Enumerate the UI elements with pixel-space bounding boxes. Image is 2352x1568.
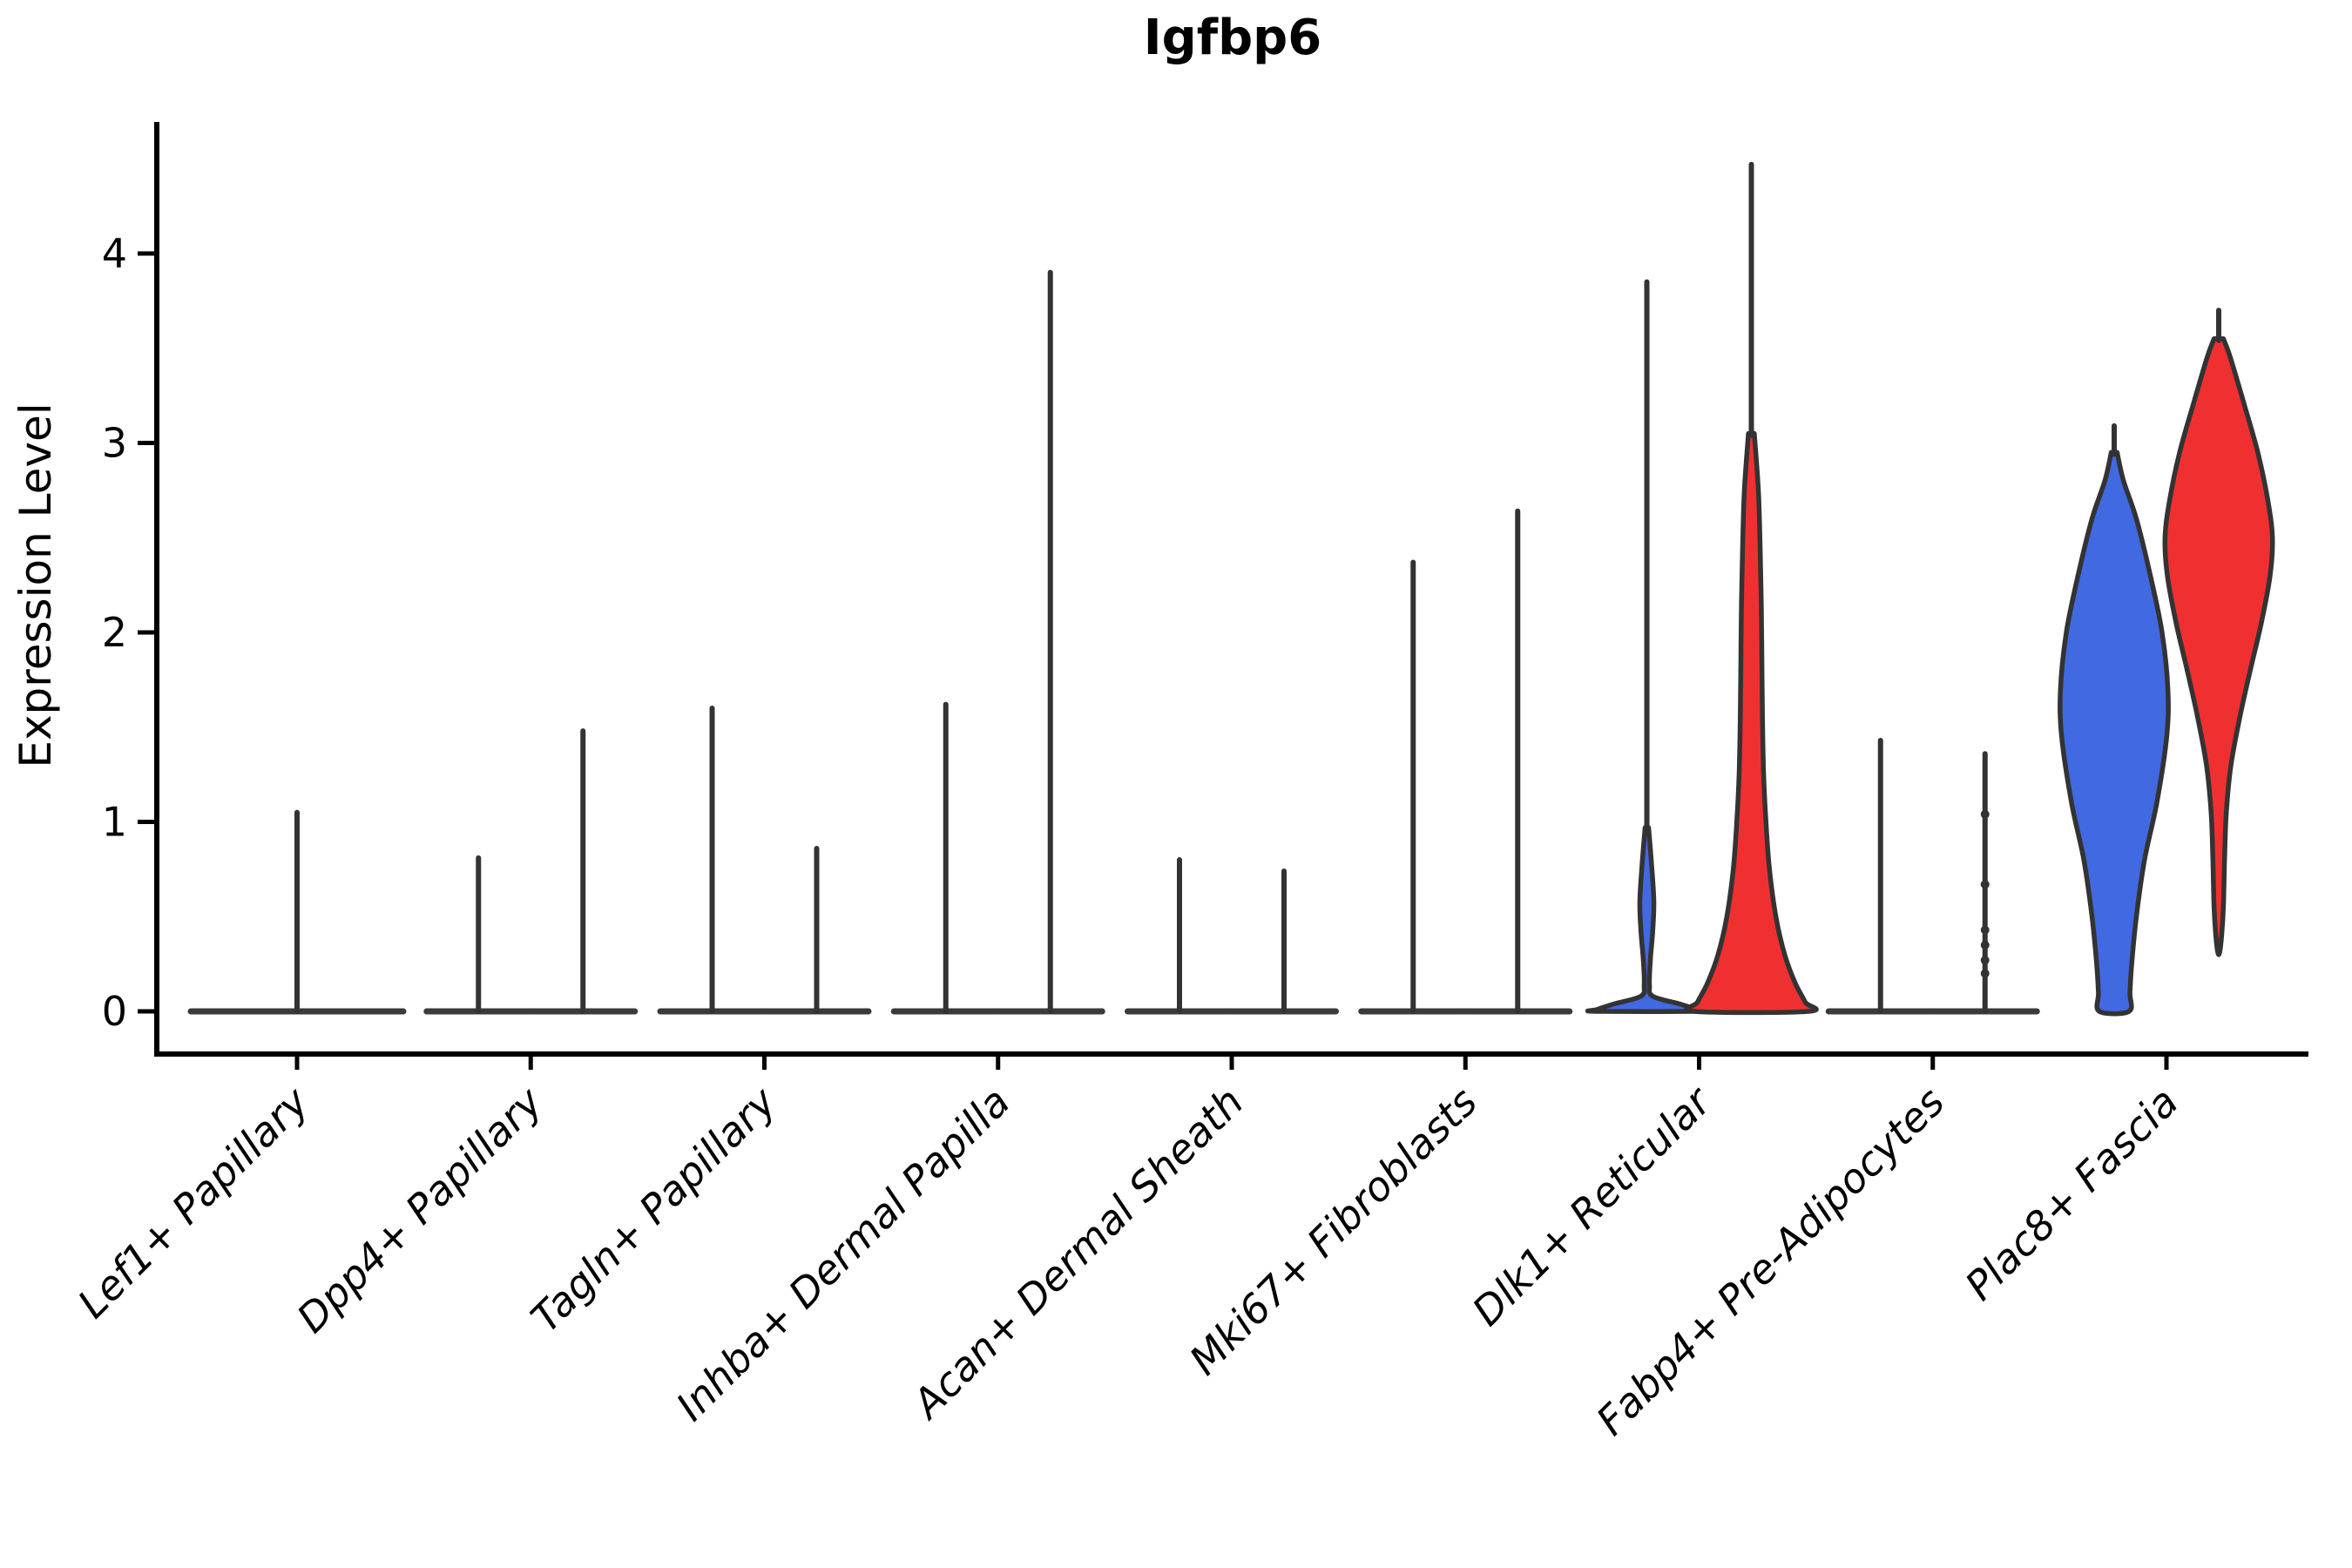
violin-dlk1-reticular-right-body bbox=[1684, 430, 1819, 1016]
violin-fabp4-pre-adipocytes-right-point bbox=[1980, 880, 1990, 889]
violin-dlk1-reticular-left-body bbox=[1585, 825, 1709, 1015]
x-tick-label: Lef1+ Papillary bbox=[69, 1078, 318, 1327]
y-tick-label: 1 bbox=[102, 799, 127, 846]
violin-fabp4-pre-adipocytes-right-point bbox=[1980, 940, 1990, 950]
y-tick-label: 4 bbox=[102, 230, 127, 277]
y-tick-label: 2 bbox=[102, 609, 127, 656]
chart-title: Igfbp6 bbox=[1144, 10, 1321, 66]
violin-fabp4-pre-adipocytes-right-point bbox=[1980, 925, 1990, 935]
violin-plac8-fascia-left-body bbox=[2058, 449, 2171, 1017]
y-tick-label: 0 bbox=[102, 988, 127, 1035]
x-tick-label: Dlk1+ Reticular bbox=[1463, 1076, 1722, 1335]
y-axis-label: Expression Level bbox=[10, 402, 61, 767]
x-tick-label: Tagln+ Papillary bbox=[522, 1078, 786, 1342]
violin-fabp4-pre-adipocytes-right-point bbox=[1980, 809, 1990, 819]
x-tick-label: Plac8+ Fascia bbox=[1956, 1078, 2186, 1309]
violin-fabp4-pre-adipocytes-right-point bbox=[1980, 969, 1990, 978]
x-tick-label: Dpp4+ Papillary bbox=[287, 1078, 551, 1342]
violin-fabp4-pre-adipocytes-right-point bbox=[1980, 956, 1990, 965]
violin-plac8-fascia-right-body bbox=[2162, 336, 2275, 957]
y-tick-label: 3 bbox=[102, 420, 127, 467]
